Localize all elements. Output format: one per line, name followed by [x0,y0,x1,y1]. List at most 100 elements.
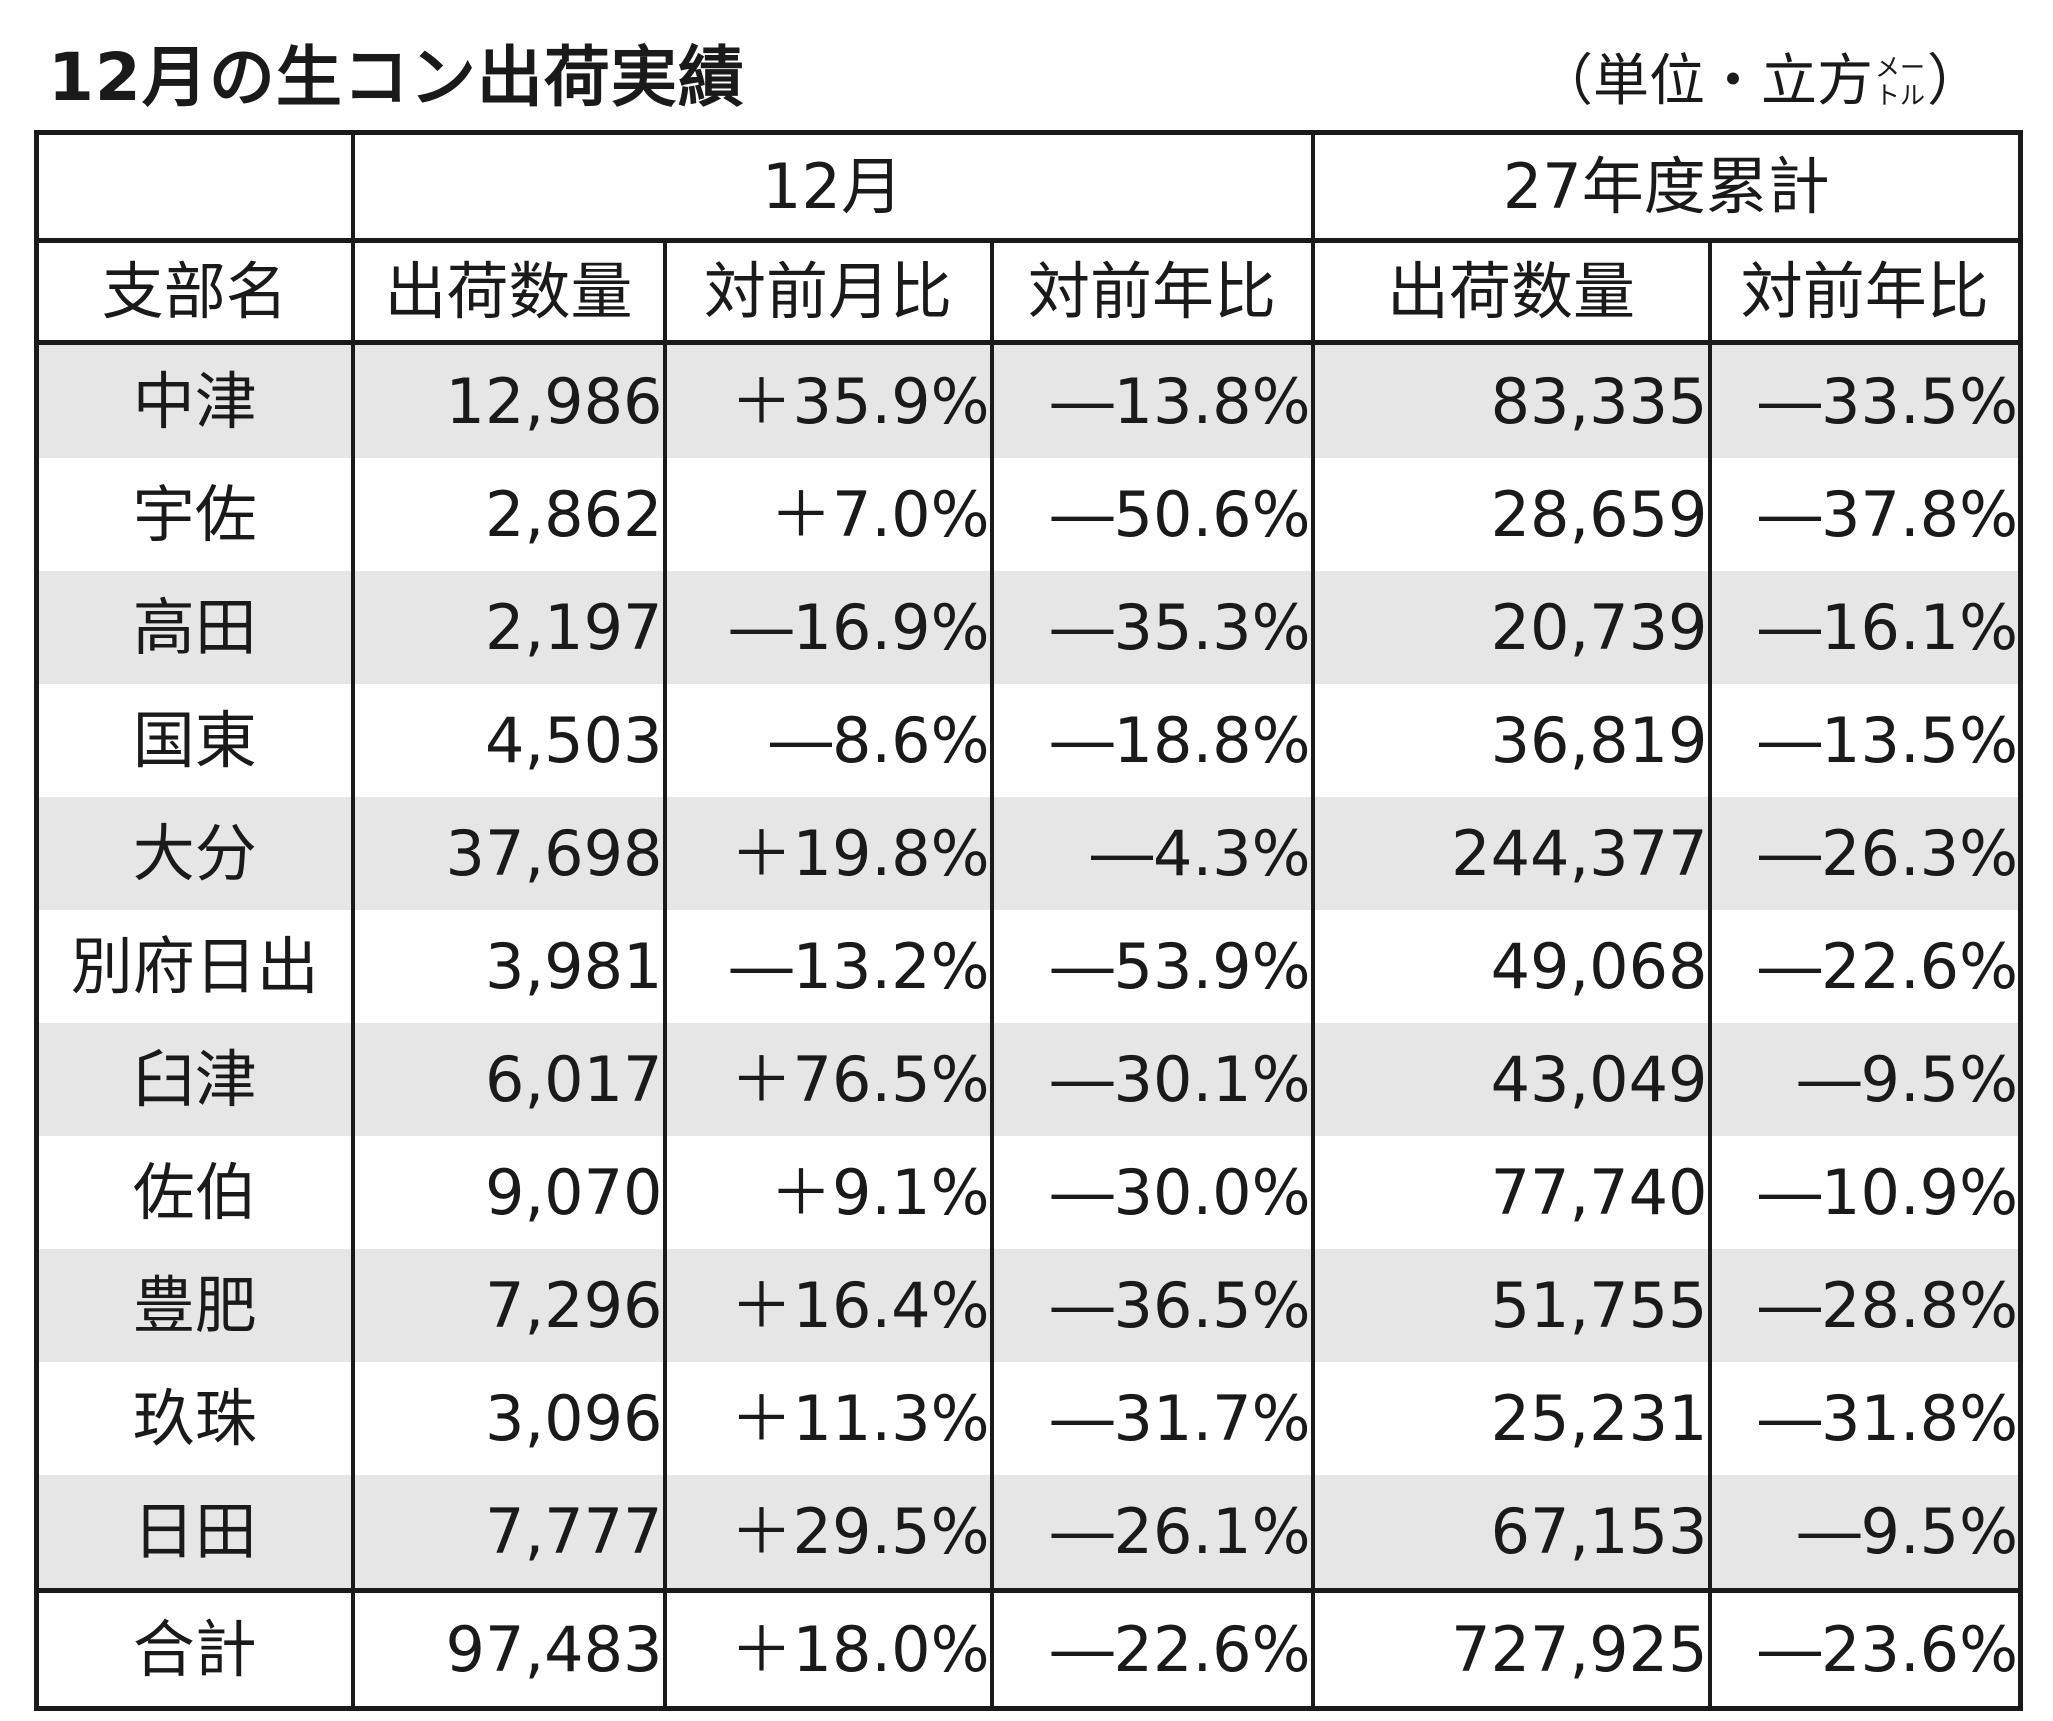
table-row: 中津 12,986 ＋35.9% ―13.8% 83,335 ―33.5% [34,342,2023,458]
month-yoy-cell: ―36.5% [989,1249,1315,1362]
month-mom-cell: ＋11.3% [662,1362,994,1475]
cumulative-quantity-cell: 51,755 [1310,1249,1712,1362]
month-quantity-cell: 2,862 [350,458,667,571]
table-row: 大分 37,698 ＋19.8% ―4.3% 244,377 ―26.3% [34,797,2023,910]
column-header-month-quantity: 出荷数量 [350,240,667,345]
cumulative-yoy-cell: ―33.5% [1707,342,2023,458]
cumulative-yoy-cell: ―31.8% [1707,1362,2023,1475]
cumulative-yoy-cell: ―37.8% [1707,458,2023,571]
cumulative-quantity-cell: 20,739 [1310,571,1712,684]
month-yoy-cell: ―18.8% [989,684,1315,797]
cumulative-quantity-cell: 43,049 [1310,1023,1712,1136]
month-yoy-cell: ―30.0% [989,1136,1315,1249]
branch-name-cell: 宇佐 [34,458,355,571]
table-row: 臼津 6,017 ＋76.5% ―30.1% 43,049 ―9.5% [34,1023,2023,1136]
month-mom-cell: ＋35.9% [662,342,994,458]
unit-meter-bottom: トル [1874,81,1925,110]
cumulative-yoy-cell: ―22.6% [1707,910,2023,1023]
table-row: 国東 4,503 ―8.6% ―18.8% 36,819 ―13.5% [34,684,2023,797]
cumulative-yoy-cell: ―26.3% [1707,797,2023,910]
cumulative-yoy-cell: ―9.5% [1707,1475,2023,1591]
branch-name-cell: 日田 [34,1475,355,1591]
cumulative-yoy-cell: ―16.1% [1707,571,2023,684]
cumulative-quantity-cell: 28,659 [1310,458,1712,571]
month-mom-cell: ＋19.8% [662,797,994,910]
column-header-cumulative-quantity: 出荷数量 [1310,240,1712,345]
month-yoy-cell: ―4.3% [989,797,1315,910]
column-header-month-mom: 対前月比 [662,240,994,345]
table-row: 宇佐 2,862 ＋7.0% ―50.6% 28,659 ―37.8% [34,458,2023,571]
unit-suffix: ） [1927,49,1983,114]
header-column-row: 支部名 出荷数量 対前月比 対前年比 出荷数量 対前年比 [34,240,2023,345]
month-quantity-cell: 37,698 [350,797,667,910]
cumulative-yoy-cell: ―13.5% [1707,684,2023,797]
page-title: 12月の生コン出荷実績 [48,39,745,116]
unit-prefix: （単位・立方 [1536,49,1873,114]
table-row: 日田 7,777 ＋29.5% ―26.1% 67,153 ―9.5% [34,1475,2023,1591]
cumulative-quantity-cell: 49,068 [1310,910,1712,1023]
branch-name-cell: 玖珠 [34,1362,355,1475]
branch-name-cell: 臼津 [34,1023,355,1136]
branch-name-cell: 豊肥 [34,1249,355,1362]
header-month-group: 12月 [350,132,1315,243]
month-quantity-cell: 9,070 [350,1136,667,1249]
branch-name-cell: 佐伯 [34,1136,355,1249]
month-quantity-cell: 7,777 [350,1475,667,1591]
column-header-branch: 支部名 [34,240,355,345]
total-month-quantity: 97,483 [350,1588,667,1709]
month-quantity-cell: 2,197 [350,571,667,684]
month-quantity-cell: 12,986 [350,342,667,458]
month-yoy-cell: ―13.8% [989,342,1315,458]
table-row: 豊肥 7,296 ＋16.4% ―36.5% 51,755 ―28.8% [34,1249,2023,1362]
month-yoy-cell: ―26.1% [989,1475,1315,1591]
unit-note: （単位・立方 メー トル ） [1537,44,1983,120]
cumulative-quantity-cell: 25,231 [1310,1362,1712,1475]
branch-name-cell: 別府日出 [34,910,355,1023]
month-quantity-cell: 7,296 [350,1249,667,1362]
cumulative-quantity-cell: 244,377 [1310,797,1712,910]
header-cumulative-group: 27年度累計 [1310,132,2023,243]
total-month-yoy: ―22.6% [989,1588,1315,1709]
branch-name-cell: 中津 [34,342,355,458]
month-mom-cell: ＋9.1% [662,1136,994,1249]
total-month-mom: ＋18.0% [662,1588,994,1709]
month-quantity-cell: 6,017 [350,1023,667,1136]
month-mom-cell: ＋29.5% [662,1475,994,1591]
cumulative-quantity-cell: 83,335 [1310,342,1712,458]
cumulative-yoy-cell: ―10.9% [1707,1136,2023,1249]
month-mom-cell: ＋16.4% [662,1249,994,1362]
table-row: 佐伯 9,070 ＋9.1% ―30.0% 77,740 ―10.9% [34,1136,2023,1249]
table-row: 玖珠 3,096 ＋11.3% ―31.7% 25,231 ―31.8% [34,1362,2023,1475]
month-mom-cell: ―13.2% [662,910,994,1023]
cumulative-yoy-cell: ―28.8% [1707,1249,2023,1362]
unit-meter-top: メー [1874,53,1925,82]
branch-name-cell: 大分 [34,797,355,910]
column-header-month-yoy: 対前年比 [989,240,1315,345]
table-row: 高田 2,197 ―16.9% ―35.3% 20,739 ―16.1% [34,571,2023,684]
month-quantity-cell: 3,096 [350,1362,667,1475]
month-yoy-cell: ―53.9% [989,910,1315,1023]
month-mom-cell: ＋76.5% [662,1023,994,1136]
month-mom-cell: ＋7.0% [662,458,994,571]
unit-meter: メー トル [1875,54,1925,110]
month-quantity-cell: 3,981 [350,910,667,1023]
month-quantity-cell: 4,503 [350,684,667,797]
total-label: 合計 [34,1588,355,1709]
month-mom-cell: ―8.6% [662,684,994,797]
total-cumulative-quantity: 727,925 [1310,1588,1712,1709]
total-row: 合計 97,483 ＋18.0% ―22.6% 727,925 ―23.6% [34,1588,2023,1709]
month-mom-cell: ―16.9% [662,571,994,684]
cumulative-yoy-cell: ―9.5% [1707,1023,2023,1136]
header-empty-cell [34,132,355,243]
month-yoy-cell: ―35.3% [989,571,1315,684]
month-yoy-cell: ―50.6% [989,458,1315,571]
total-cumulative-yoy: ―23.6% [1707,1588,2023,1709]
column-header-cumulative-yoy: 対前年比 [1707,240,2023,345]
month-yoy-cell: ―30.1% [989,1023,1315,1136]
table-row: 別府日出 3,981 ―13.2% ―53.9% 49,068 ―22.6% [34,910,2023,1023]
branch-name-cell: 国東 [34,684,355,797]
cumulative-quantity-cell: 77,740 [1310,1136,1712,1249]
cumulative-quantity-cell: 67,153 [1310,1475,1712,1591]
branch-name-cell: 高田 [34,571,355,684]
